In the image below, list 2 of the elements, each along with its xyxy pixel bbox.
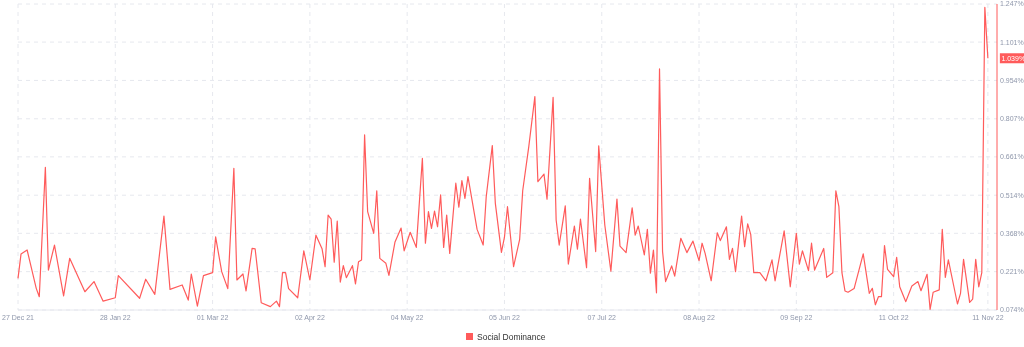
legend-label: Social Dominance bbox=[477, 331, 546, 342]
line-series bbox=[17, 6, 989, 311]
